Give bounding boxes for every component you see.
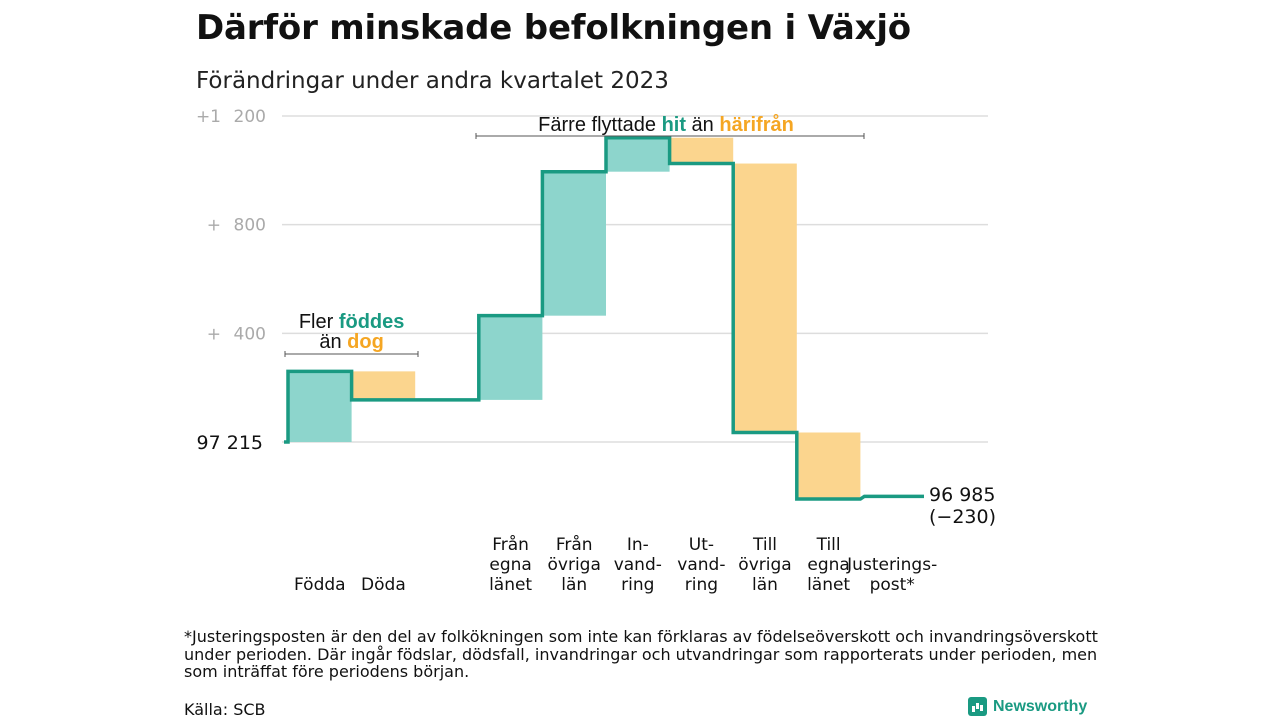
annotation-migration-part: härifrån <box>719 113 793 136</box>
x-category-label: vand- <box>614 555 662 575</box>
x-category-label: Justerings- <box>846 555 937 575</box>
waterfall-bar-in-vand-ring <box>606 137 670 172</box>
x-category-label: Födda <box>294 575 346 595</box>
y-tick-label: 400 <box>234 324 266 344</box>
brand-logo: Newsworthy <box>968 697 1087 716</box>
x-category-label: övriga <box>548 555 601 575</box>
x-category-label: länet <box>489 575 532 595</box>
brand-name: Newsworthy <box>993 697 1088 715</box>
waterfall-bar-tillövrigalän <box>733 163 797 433</box>
x-category-label: In- <box>627 535 649 555</box>
end-value-label: (−230) <box>929 506 996 528</box>
newsworthy-logo-icon <box>968 697 987 716</box>
annotation-deaths: än dog <box>319 331 383 353</box>
x-category-label: län <box>752 575 778 595</box>
waterfall-bar-födda <box>288 371 352 442</box>
y-tick-label: 200 <box>234 107 266 127</box>
waterfall-bar-tillegnalänet <box>796 432 861 500</box>
y-tick-label: 800 <box>234 216 266 236</box>
x-category-label: Till <box>816 535 841 555</box>
annotation-migration: Färre flyttade hit än härifrån <box>538 113 794 136</box>
annotation-deaths-part: dog <box>347 331 384 353</box>
chart-title: Därför minskade befolkningen i Växjö <box>196 8 911 48</box>
y-tick-prefix: +1 <box>196 107 221 127</box>
x-category-label: länet <box>807 575 850 595</box>
x-category-label: ring <box>685 575 718 595</box>
annotation-migration-part: hit <box>662 114 687 136</box>
x-category-label: Från <box>556 534 593 555</box>
waterfall-bar-ut-vand-ring <box>669 137 734 164</box>
x-category-label: övriga <box>738 555 791 575</box>
footnote: *Justeringsposten är den del av folkökni… <box>184 627 1098 681</box>
waterfall-bar-frånövrigalän <box>542 171 606 316</box>
x-category-label: Från <box>492 534 529 555</box>
y-tick-prefix: + <box>207 324 221 344</box>
annotation-migration-part: än <box>686 114 719 136</box>
x-category-label: Ut- <box>689 535 714 555</box>
chart-subtitle: Förändringar under andra kvartalet 2023 <box>196 68 669 94</box>
x-category-label: ring <box>621 575 654 595</box>
y-tick-prefix: + <box>207 216 221 236</box>
x-category-label: vand- <box>677 555 725 575</box>
x-category-label: egna <box>489 555 531 575</box>
annotation-births-part: föddes <box>339 311 405 333</box>
annotation-births: Fler föddes <box>299 311 405 333</box>
x-category-label: län <box>561 575 587 595</box>
x-category-label: Döda <box>361 575 406 595</box>
x-category-label: post* <box>870 575 915 595</box>
source-label: Källa: SCB <box>184 700 266 719</box>
end-value-label: 96 985 <box>929 484 995 506</box>
base-value-label: 97 215 <box>197 432 263 454</box>
waterfall-bar-döda <box>351 371 416 400</box>
annotation-births-part: Fler <box>299 311 339 333</box>
cumulative-step-line <box>284 135 924 501</box>
x-category-label: egna <box>807 555 849 575</box>
x-category-label: Till <box>752 535 777 555</box>
annotation-migration-part: Färre flyttade <box>538 114 661 136</box>
annotation-deaths-part: än <box>319 331 347 353</box>
waterfall-bar-frånegnalänet <box>478 315 543 400</box>
